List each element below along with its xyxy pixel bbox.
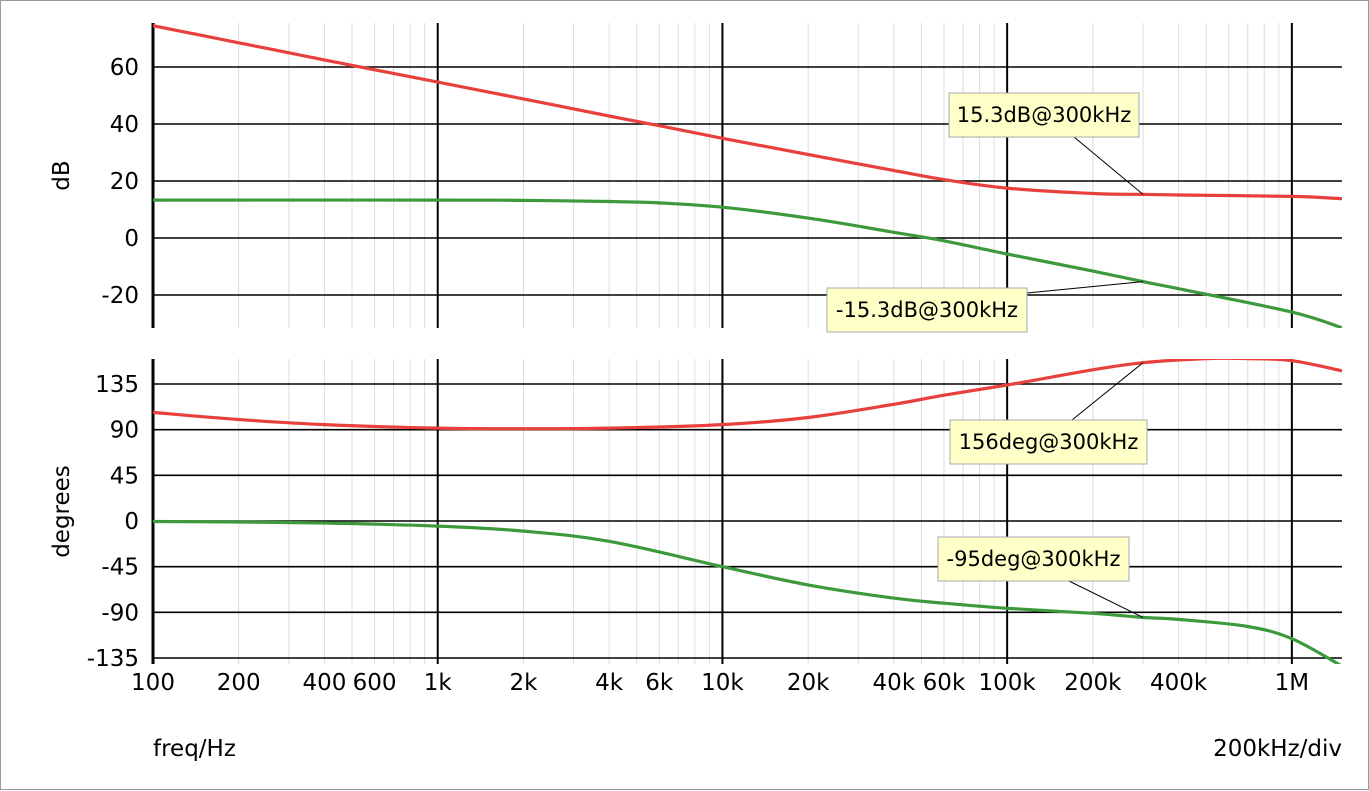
magnitude-minor-grid	[238, 23, 1280, 328]
annotation-phase-1: -95deg@300kHz	[937, 536, 1144, 618]
y-tick-label: 135	[95, 372, 139, 398]
annotation-phase-0: 156deg@300kHz	[949, 362, 1148, 465]
phase-major-grid	[436, 359, 1293, 664]
phase-panel: 135 90 45 0 -45 -90 -135 degrees 156deg@300kHz -9…	[49, 359, 1342, 672]
phase-y-axis-label: degrees	[49, 465, 75, 558]
x-tick-label: 40k	[873, 670, 916, 696]
annotation-leader-line	[1026, 281, 1144, 294]
phase-minor-grid	[238, 359, 1280, 664]
y-tick-label: 60	[110, 55, 139, 81]
phase-series-green-line	[153, 519, 1342, 664]
x-tick-label: 20k	[787, 670, 830, 696]
y-tick-label: 20	[110, 169, 139, 195]
y-tick-label: 0	[124, 509, 139, 535]
magnitude-panel: 60 40 20 0 -20 dB 15.3dB@300kHz -15.3dB@300kHz	[49, 23, 1342, 333]
annotation-box	[826, 287, 1028, 333]
annotation-leader-line	[1068, 580, 1144, 618]
x-axis-label: freq/Hz	[153, 736, 236, 762]
annotation-label: -15.3dB@300kHz	[836, 298, 1018, 322]
annotation-box	[949, 419, 1148, 465]
magnitude-y-axis-label: dB	[49, 160, 75, 190]
annotation-label: 15.3dB@300kHz	[957, 103, 1132, 127]
annotation-magnitude-1: -15.3dB@300kHz	[826, 281, 1144, 333]
y-tick-label: -45	[101, 555, 139, 581]
y-tick-label: 45	[110, 463, 139, 489]
x-tick-label: 60k	[923, 670, 966, 696]
x-scale-label: 200kHz/div	[1213, 736, 1342, 762]
y-tick-label: -20	[101, 283, 139, 309]
x-tick-label: 400	[302, 670, 346, 696]
y-tick-label: -90	[101, 600, 139, 626]
x-tick-label: 2k	[509, 670, 538, 696]
x-tick-label: 200	[217, 670, 261, 696]
annotation-magnitude-0: 15.3dB@300kHz	[948, 92, 1144, 195]
x-tick-label: 4k	[595, 670, 624, 696]
x-tick-label: 100k	[979, 670, 1037, 696]
y-tick-label: -135	[87, 646, 139, 672]
x-tick-label: 1k	[424, 670, 453, 696]
annotation-box	[937, 536, 1130, 582]
annotation-box	[948, 92, 1140, 138]
x-tick-label: 400k	[1150, 670, 1208, 696]
y-tick-label: 90	[110, 418, 139, 444]
phase-y-ticks: 135 90 45 0 -45 -90 -135	[87, 372, 1342, 672]
annotation-leader-line	[1073, 136, 1144, 195]
annotation-label: 156deg@300kHz	[959, 430, 1139, 454]
magnitude-major-grid	[436, 23, 1293, 328]
x-tick-label: 10k	[701, 670, 744, 696]
annotation-label: -95deg@300kHz	[947, 547, 1121, 571]
x-tick-label: 6k	[645, 670, 674, 696]
x-tick-label: 1M	[1275, 670, 1309, 696]
x-tick-labels: 100 200 400 600 1k 2k 4k 6k 10k 20k 40k 60k 100k 200k…	[131, 670, 1309, 696]
magnitude-series-green-line	[153, 198, 1342, 328]
annotation-leader-line	[1071, 362, 1144, 421]
phase-series-red-line	[153, 359, 1342, 431]
x-tick-label: 100	[131, 670, 175, 696]
magnitude-series-red-line	[153, 24, 1342, 201]
x-tick-label: 200k	[1064, 670, 1122, 696]
y-tick-label: 40	[110, 112, 139, 138]
y-tick-label: 0	[124, 226, 139, 252]
magnitude-y-ticks: 60 40 20 0 -20	[101, 55, 1342, 309]
x-tick-label: 600	[353, 670, 397, 696]
